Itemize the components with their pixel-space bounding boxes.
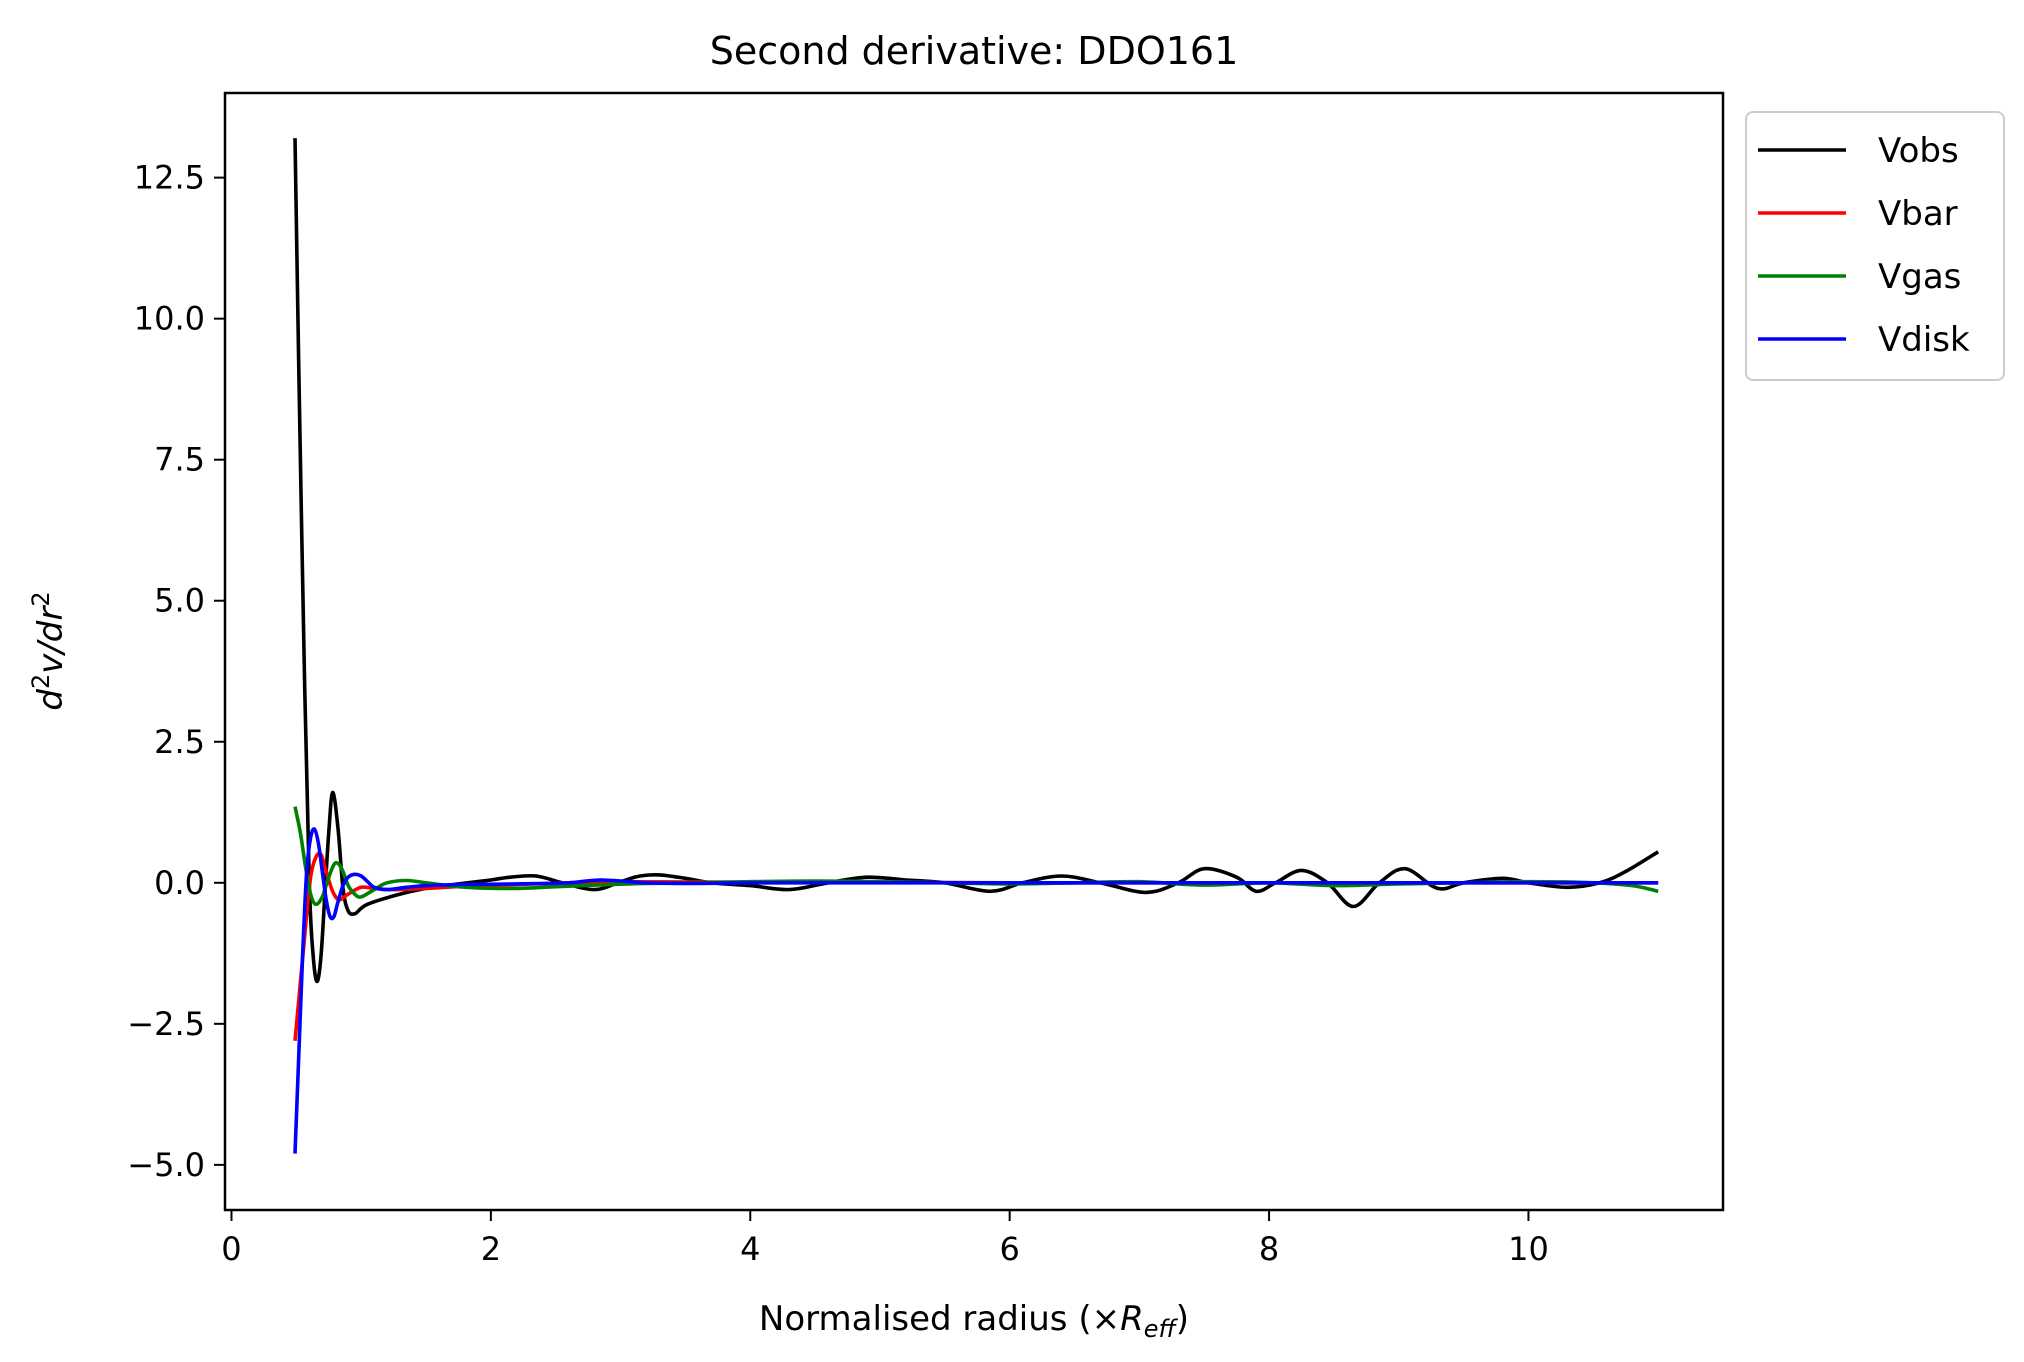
legend: Vobs Vbar Vgas Vdisk bbox=[1745, 111, 2005, 381]
x-axis-label-subscript: eff bbox=[1144, 1315, 1179, 1343]
x-tick-label: 8 bbox=[1259, 1230, 1279, 1268]
legend-label-vobs: Vobs bbox=[1878, 131, 1959, 171]
y-tick-label: 12.5 bbox=[134, 159, 205, 197]
series-line-vdisk bbox=[293, 827, 1659, 1154]
series-line-vgas bbox=[293, 806, 1659, 907]
series-line-vobs bbox=[293, 138, 1660, 984]
x-tick-label: 6 bbox=[999, 1230, 1019, 1268]
x-axis-label-symbol: R bbox=[1120, 1299, 1144, 1339]
y-axis-label-d: d bbox=[31, 689, 71, 711]
y-tick-label: −5.0 bbox=[127, 1146, 205, 1184]
legend-frame bbox=[1745, 111, 2005, 381]
y-tick-label: 10.0 bbox=[134, 300, 205, 338]
y-tick-label: −2.5 bbox=[127, 1005, 205, 1043]
series-layer bbox=[293, 138, 1660, 1154]
y-tick-label: 2.5 bbox=[154, 723, 205, 761]
y-axis-label: d2v/dr2 bbox=[27, 591, 71, 710]
x-axis-label: Normalised radius (×Reff) bbox=[759, 1299, 1189, 1343]
chart-title: Second derivative: DDO161 bbox=[710, 29, 1239, 73]
x-tick-label: 4 bbox=[740, 1230, 760, 1268]
y-tick-label: 7.5 bbox=[154, 441, 205, 479]
x-tick-label: 10 bbox=[1508, 1230, 1549, 1268]
legend-label-vbar: Vbar bbox=[1878, 194, 1958, 234]
x-axis: 0 2 4 6 8 10 bbox=[221, 1210, 1549, 1268]
y-axis-label-exp2: 2 bbox=[27, 591, 55, 606]
legend-label-vgas: Vgas bbox=[1878, 257, 1961, 297]
x-axis-label-suffix: ) bbox=[1176, 1299, 1189, 1339]
y-axis-label-mid: v/dr bbox=[31, 605, 71, 674]
x-tick-label: 0 bbox=[221, 1230, 241, 1268]
y-axis-label-exp1: 2 bbox=[27, 674, 55, 689]
y-tick-label: 0.0 bbox=[154, 864, 205, 902]
x-tick-label: 2 bbox=[481, 1230, 501, 1268]
x-axis-label-prefix: Normalised radius (× bbox=[759, 1299, 1120, 1339]
y-tick-label: 5.0 bbox=[154, 582, 205, 620]
y-axis: −5.0 −2.5 0.0 2.5 5.0 7.5 10.0 12.5 bbox=[127, 159, 225, 1184]
legend-label-vdisk: Vdisk bbox=[1878, 320, 1970, 360]
plot-frame bbox=[223, 91, 1725, 1212]
